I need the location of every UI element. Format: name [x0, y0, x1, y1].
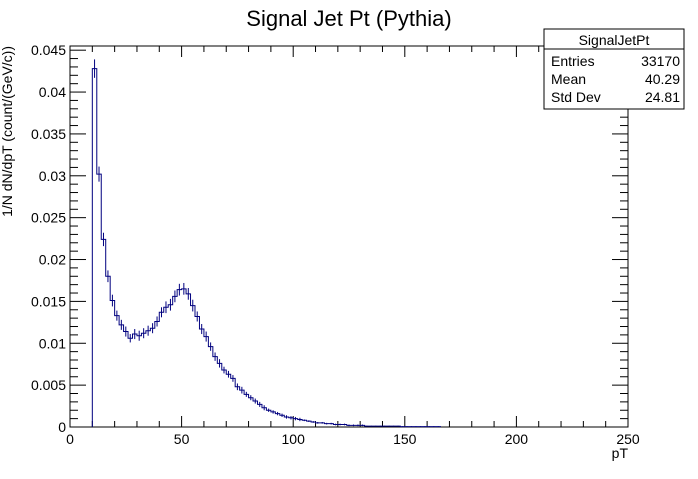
histogram-bin [204, 337, 208, 427]
y-tick-label: 0.005 [31, 377, 66, 393]
histogram-bin [137, 336, 141, 427]
chart-title: Signal Jet Pt (Pythia) [246, 6, 451, 31]
y-tick-label: 0.03 [39, 168, 66, 184]
x-tick-label: 50 [174, 431, 190, 447]
histogram-bin [253, 401, 257, 427]
stats-box-title: SignalJetPt [579, 32, 650, 48]
histogram-bin [195, 316, 199, 427]
histogram-bin [97, 174, 101, 427]
y-tick-label: 0 [58, 419, 66, 435]
histogram-bin [302, 420, 306, 427]
y-axis-tick-labels: 0 0.005 0.01 0.015 0.02 0.025 0.03 0.035 0.04 0.0… [31, 42, 66, 435]
x-tick-label: 100 [282, 431, 306, 447]
histogram-bin [213, 357, 217, 427]
histogram-bin [132, 334, 136, 427]
histogram-bin [280, 415, 284, 427]
histogram-step-line [92, 69, 440, 427]
histogram-bin [92, 69, 96, 427]
x-tick-label: 150 [393, 431, 417, 447]
histogram-bin [177, 290, 181, 427]
histogram-bin [115, 316, 119, 427]
stats-entries-label: Entries [551, 53, 595, 69]
histogram-bin [257, 404, 261, 427]
histogram-bin [199, 329, 203, 427]
histogram-bin [226, 374, 230, 427]
histogram-bin [191, 306, 195, 427]
histogram-bin [186, 294, 190, 427]
stats-stddev-value: 24.81 [645, 89, 680, 105]
x-axis-label: pT [612, 445, 629, 461]
histogram-bin [208, 347, 212, 427]
histogram-bin [119, 325, 123, 427]
histogram-bin [271, 412, 275, 427]
histogram-bin [262, 408, 266, 427]
histogram-bin [150, 328, 154, 427]
histogram-bin [110, 301, 114, 427]
x-tick-label: 0 [66, 431, 74, 447]
histogram-bin [182, 289, 186, 427]
histogram-bin [266, 410, 270, 427]
histogram-bin [101, 239, 105, 427]
histogram-bin [128, 338, 132, 427]
stats-stddev-label: Std Dev [551, 89, 601, 105]
y-tick-label: 0.01 [39, 335, 66, 351]
histogram-bin [173, 296, 177, 427]
histogram-bin [106, 276, 110, 427]
histogram-bin [235, 387, 239, 427]
histogram-bin [231, 378, 235, 427]
histogram-bin [146, 331, 150, 427]
histogram-bin [164, 307, 168, 427]
y-tick-label: 0.02 [39, 252, 66, 268]
histogram-bin [159, 312, 163, 427]
histogram-bins [92, 69, 440, 427]
histogram-bin [168, 305, 172, 427]
y-tick-label: 0.04 [39, 84, 66, 100]
histogram-bin [124, 332, 128, 427]
histogram-bin [155, 321, 159, 427]
histogram-error-bars [95, 59, 439, 427]
y-tick-label: 0.045 [31, 42, 66, 58]
histogram-bin [249, 398, 253, 427]
histogram-bin [240, 390, 244, 427]
stats-box: SignalJetPt Entries 33170 Mean 40.29 Std… [544, 29, 684, 109]
histogram-bin [217, 363, 221, 427]
histogram-bin [244, 394, 248, 427]
x-tick-label: 200 [505, 431, 529, 447]
histogram-bin [275, 414, 279, 427]
y-axis-label: 1/N dN/dpT (count/(GeV/c)) [0, 46, 15, 217]
y-tick-label: 0.025 [31, 210, 66, 226]
y-tick-label: 0.015 [31, 293, 66, 309]
stats-mean-label: Mean [551, 71, 586, 87]
histogram-bin [222, 370, 226, 427]
stats-entries-value: 33170 [641, 53, 680, 69]
y-tick-label: 0.035 [31, 126, 66, 142]
histogram-bin [307, 421, 311, 427]
histogram-bin [141, 333, 145, 427]
stats-mean-value: 40.29 [645, 71, 680, 87]
